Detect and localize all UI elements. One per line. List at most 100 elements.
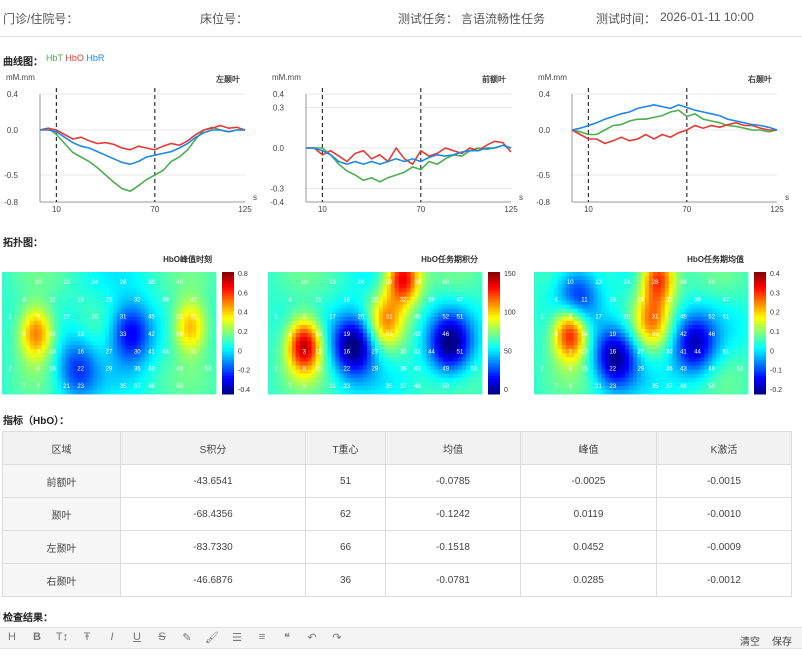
heat-cell xyxy=(188,304,193,309)
heat-cell xyxy=(704,284,709,289)
heat-cell xyxy=(156,377,161,383)
heat-cell xyxy=(418,272,423,277)
heat-cell xyxy=(740,276,745,281)
heat-cell xyxy=(49,341,54,346)
heat-cell xyxy=(319,312,324,318)
heat-cell xyxy=(644,365,650,370)
heat-cell xyxy=(271,288,277,293)
heat-cell xyxy=(49,288,54,293)
heat-cell xyxy=(148,316,153,322)
heat-cell xyxy=(347,333,352,338)
heat-cell xyxy=(644,296,650,301)
heat-cell xyxy=(343,288,348,293)
heat-cell xyxy=(81,357,86,362)
heat-cell xyxy=(323,341,328,346)
heat-cell xyxy=(716,369,721,375)
heat-cell xyxy=(406,377,412,383)
heat-cell xyxy=(343,328,348,334)
heat-cell xyxy=(660,276,666,281)
channel-label: 21 xyxy=(329,384,336,390)
heat-cell xyxy=(164,308,169,314)
heat-cell xyxy=(692,276,697,281)
heat-cell xyxy=(684,284,689,289)
heat-cell xyxy=(692,316,697,322)
heat-cell xyxy=(454,308,459,314)
heat-cell xyxy=(69,373,74,379)
heat-cell xyxy=(390,288,396,293)
heat-cell xyxy=(621,345,626,350)
heat-cell xyxy=(656,349,662,354)
heat-cell xyxy=(49,292,54,297)
heat-cell xyxy=(656,296,662,301)
heat-cell xyxy=(466,272,471,277)
heat-cell xyxy=(561,324,567,330)
heat-cell xyxy=(136,345,142,350)
heat-cell xyxy=(303,280,309,285)
heat-cell xyxy=(347,345,352,350)
heat-cell xyxy=(438,300,443,305)
heat-cell xyxy=(422,284,427,289)
heat-cell xyxy=(311,300,316,305)
heat-cell xyxy=(676,337,682,342)
heat-cell xyxy=(351,320,356,326)
heat-cell xyxy=(335,341,340,346)
heat-cell xyxy=(462,284,467,289)
heat-cell xyxy=(315,288,320,293)
heat-cell xyxy=(434,280,439,285)
heat-cell xyxy=(192,337,197,342)
heat-cell xyxy=(335,353,340,358)
heat-cell xyxy=(140,312,146,318)
heat-cell xyxy=(664,337,670,342)
heat-cell xyxy=(128,377,134,383)
heat-cell xyxy=(331,385,336,391)
heat-cell xyxy=(386,377,392,383)
heat-cell xyxy=(724,308,729,314)
heat-cell xyxy=(629,288,634,293)
heat-cell xyxy=(744,324,749,330)
heat-cell xyxy=(57,385,62,391)
heat-cell xyxy=(732,312,737,318)
heat-cell xyxy=(668,361,674,366)
scale-segment xyxy=(488,357,500,361)
heat-cell xyxy=(124,361,130,366)
heat-cell xyxy=(680,272,685,277)
heat-cell xyxy=(728,345,733,350)
scale-segment xyxy=(222,308,234,313)
heat-cell xyxy=(168,341,173,346)
heat-cell xyxy=(29,312,35,318)
heat-cell xyxy=(740,300,745,305)
heat-cell xyxy=(692,333,697,338)
heat-cell xyxy=(61,337,66,342)
heat-cell xyxy=(466,296,471,301)
heat-cell xyxy=(716,377,721,383)
channel-label: 29 xyxy=(106,367,113,373)
heat-cell xyxy=(601,349,606,354)
heat-cell xyxy=(367,300,372,305)
heat-cell xyxy=(382,373,388,379)
heat-cell xyxy=(351,373,356,379)
heat-cell xyxy=(398,292,404,297)
heat-cell xyxy=(13,373,19,379)
heat-cell xyxy=(534,272,539,277)
heat-cell xyxy=(128,280,134,285)
heat-cell xyxy=(446,353,451,358)
heat-cell xyxy=(720,284,725,289)
heat-cell xyxy=(656,369,662,375)
heat-cell xyxy=(378,316,384,322)
heat-cell xyxy=(65,280,70,285)
heat-cell xyxy=(101,333,106,338)
y-tick-label: 0.0 xyxy=(7,126,19,135)
heat-cell xyxy=(553,381,559,387)
channel-label: 25 xyxy=(106,297,113,303)
heat-cell xyxy=(311,304,316,309)
heat-cell xyxy=(327,385,332,391)
heat-cell xyxy=(275,312,281,318)
heat-cell xyxy=(101,296,106,301)
heat-cell xyxy=(736,288,741,293)
scale-segment xyxy=(222,381,234,386)
heat-cell xyxy=(581,272,586,277)
heat-cell xyxy=(192,296,197,301)
heat-cell xyxy=(442,276,447,281)
heat-cell xyxy=(291,349,297,354)
heat-cell xyxy=(541,369,547,375)
